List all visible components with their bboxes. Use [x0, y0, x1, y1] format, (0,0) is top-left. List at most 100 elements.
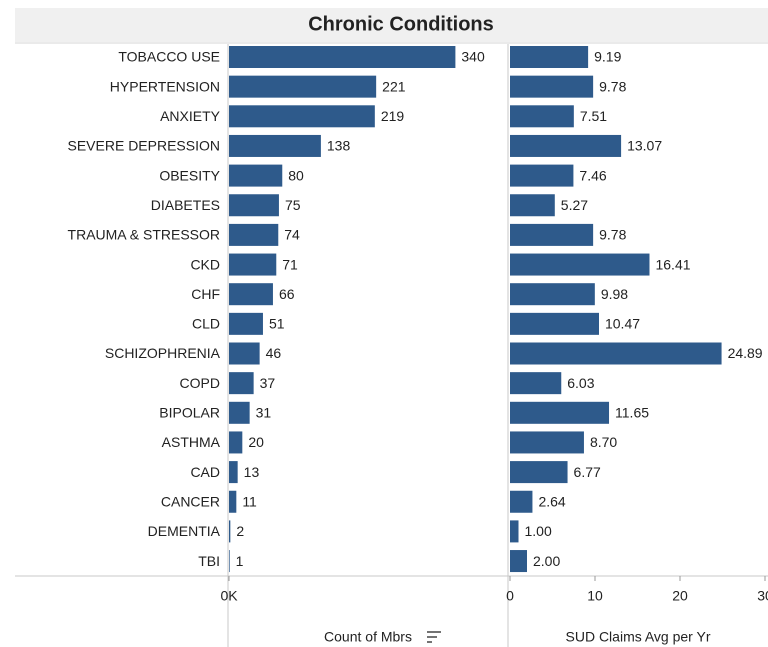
data-label: 75 [285, 197, 301, 213]
data-label: 51 [269, 316, 285, 332]
y-tick-label: TBI [198, 553, 220, 569]
data-label: 9.78 [599, 78, 626, 94]
data-label: 5.27 [561, 197, 588, 213]
y-tick-label: CKD [190, 256, 220, 272]
data-label: 219 [381, 108, 405, 124]
data-label: 11.65 [615, 405, 649, 421]
x-tick-label: 20 [672, 588, 688, 604]
bar [229, 461, 238, 484]
bar [510, 134, 622, 157]
bar [229, 372, 254, 395]
y-tick-label: ANXIETY [160, 108, 221, 124]
data-label: 20 [248, 434, 264, 450]
bar [229, 401, 250, 424]
data-label: 37 [260, 375, 276, 391]
data-label: 221 [382, 78, 406, 94]
data-label: 7.51 [580, 108, 607, 124]
bar [229, 550, 230, 573]
data-label: 9.98 [601, 286, 628, 302]
data-label: 66 [279, 286, 295, 302]
y-tick-label: TOBACCO USE [118, 49, 220, 65]
bar [510, 105, 574, 128]
y-tick-label: DEMENTIA [148, 523, 221, 539]
data-label: 8.70 [590, 434, 617, 450]
data-label: 2 [236, 523, 244, 539]
bar [510, 461, 568, 484]
y-tick-label: COPD [180, 375, 220, 391]
data-label: 16.41 [655, 256, 690, 272]
bar [510, 401, 610, 424]
bar [229, 253, 277, 276]
data-label: 71 [282, 256, 298, 272]
bar [510, 75, 594, 98]
y-tick-label: CANCER [161, 493, 220, 509]
y-tick-label: CHF [191, 286, 220, 302]
data-label: 13 [244, 464, 260, 480]
data-label: 74 [284, 227, 300, 243]
data-label: 13.07 [627, 138, 662, 154]
y-tick-label: TRAUMA & STRESSOR [68, 227, 220, 243]
data-label: 11 [242, 493, 257, 509]
bar [229, 342, 260, 365]
title-bar [15, 8, 768, 42]
y-tick-label: SCHIZOPHRENIA [105, 345, 221, 361]
bar [229, 490, 237, 513]
data-label: 7.46 [579, 167, 606, 183]
bar [229, 75, 377, 98]
bar [229, 105, 375, 128]
x-tick-label: 0 [506, 588, 514, 604]
bar [510, 194, 555, 217]
x-tick-label: 0K [220, 588, 238, 604]
bar [229, 520, 231, 543]
data-label: 31 [256, 405, 272, 421]
y-tick-label: OBESITY [159, 167, 220, 183]
bar [229, 431, 243, 454]
bar [510, 431, 584, 454]
data-label: 80 [288, 167, 304, 183]
axis-title: Count of Mbrs [324, 629, 412, 645]
data-label: 1 [236, 553, 244, 569]
y-tick-label: SEVERE DEPRESSION [68, 138, 221, 154]
bar [510, 164, 574, 187]
data-label: 138 [327, 138, 351, 154]
bar [510, 46, 589, 68]
data-label: 9.19 [594, 49, 621, 65]
bar [510, 223, 594, 246]
axis-title: SUD Claims Avg per Yr [566, 629, 711, 645]
bar [510, 283, 595, 306]
chart-title: Chronic Conditions [308, 13, 494, 35]
x-tick-label: 10 [587, 588, 603, 604]
data-label: 46 [266, 345, 282, 361]
data-label: 24.89 [728, 345, 763, 361]
y-tick-label: CAD [190, 464, 220, 480]
sort-icon[interactable] [427, 631, 441, 643]
x-tick-label: 30 [757, 588, 768, 604]
data-label: 10.47 [605, 316, 640, 332]
bar [510, 520, 519, 543]
data-label: 340 [461, 49, 485, 65]
bar [510, 550, 527, 573]
bar [229, 134, 321, 157]
bar [510, 253, 650, 276]
bar [229, 194, 279, 217]
bar [229, 312, 263, 335]
data-label: 6.03 [567, 375, 594, 391]
data-label: 2.00 [533, 553, 560, 569]
bar [229, 46, 456, 68]
y-tick-label: DIABETES [151, 197, 220, 213]
y-tick-label: CLD [192, 316, 220, 332]
bar [510, 372, 562, 395]
data-label: 1.00 [525, 523, 552, 539]
data-label: 6.77 [574, 464, 601, 480]
bar [510, 342, 722, 365]
bar [510, 490, 533, 513]
bar [229, 164, 283, 187]
bar [229, 283, 273, 306]
y-tick-label: ASTHMA [162, 434, 221, 450]
data-label: 2.64 [538, 493, 565, 509]
bar [510, 312, 599, 335]
data-label: 9.78 [599, 227, 626, 243]
bar [229, 223, 279, 246]
y-tick-label: BIPOLAR [159, 405, 220, 421]
